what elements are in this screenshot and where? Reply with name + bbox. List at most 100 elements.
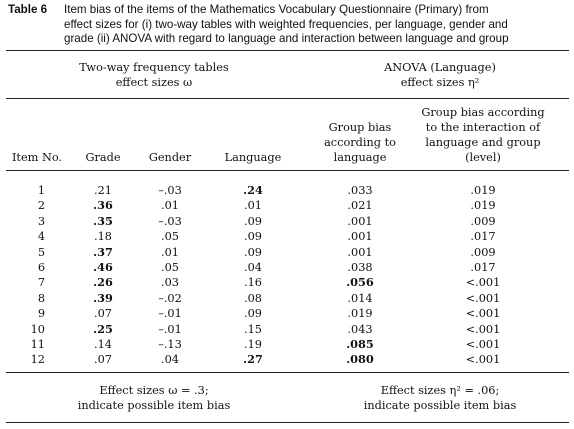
cell-group-bias-interaction: .009 <box>470 214 496 228</box>
cell-item: 1 <box>37 184 45 197</box>
caption-line: Item bias of the items of the Mathematic… <box>64 3 489 16</box>
cell-group-bias-language: .021 <box>347 199 373 213</box>
cell-gender: –.13 <box>158 338 182 351</box>
cell-group-bias-language: .019 <box>347 307 373 321</box>
cell-group-bias-language: .080 <box>346 352 374 367</box>
caption-line: grade (ii) ANOVA with regard to language… <box>64 32 509 46</box>
column-header-line: Group bias according <box>421 106 545 119</box>
column-header-language: Language <box>213 150 293 165</box>
column-header-line: language <box>333 151 387 164</box>
column-header-group-bias-language: Group bias according to language <box>300 120 420 165</box>
cell-group-bias-language: .038 <box>347 261 373 274</box>
footnote-line: indicate possible item bias <box>363 399 517 412</box>
cell-group-bias-interaction: <.001 <box>465 307 501 321</box>
cell-language: .01 <box>244 199 262 213</box>
cell-grade: .37 <box>93 244 113 259</box>
cell-group-bias-interaction: .017 <box>470 230 496 244</box>
footnote-line: indicate possible item bias <box>77 399 231 412</box>
cell-grade: .36 <box>93 198 113 213</box>
cell-group-bias-language: .001 <box>347 214 373 228</box>
cell-item: 3 <box>37 214 45 228</box>
column-header-grade: Grade <box>73 150 133 165</box>
cell-grade: .14 <box>94 338 112 351</box>
cell-item: 4 <box>37 230 45 244</box>
cell-group-bias-interaction: <.001 <box>465 338 501 351</box>
cell-grade: .21 <box>94 184 112 197</box>
column-header-line: language and group <box>425 136 541 149</box>
cell-gender: –.03 <box>158 184 182 197</box>
table-label: Table 6 <box>8 3 48 16</box>
cell-grade: .46 <box>93 260 113 274</box>
cell-group-bias-interaction: <.001 <box>465 276 501 290</box>
group-rule <box>6 98 569 99</box>
cell-group-bias-language: .014 <box>347 291 373 305</box>
column-header-line: according to <box>324 136 396 149</box>
cell-group-bias-interaction: <.001 <box>465 353 501 367</box>
cell-item: 10 <box>30 322 45 336</box>
cell-item: 11 <box>30 338 45 351</box>
cell-gender: .04 <box>161 353 179 367</box>
cell-gender: –.01 <box>158 322 182 336</box>
cell-grade: .07 <box>94 353 112 367</box>
cell-grade: .26 <box>93 275 113 290</box>
cell-language: .09 <box>244 230 262 244</box>
cell-group-bias-language: .043 <box>347 322 373 336</box>
cell-language: .09 <box>244 245 262 259</box>
caption-line: effect sizes for (i) two-way tables with… <box>64 17 508 31</box>
cell-item: 5 <box>37 245 45 259</box>
cell-grade: .18 <box>94 230 112 244</box>
cell-language: .24 <box>243 183 263 197</box>
cell-group-bias-interaction: <.001 <box>465 322 501 336</box>
cell-gender: –.02 <box>158 291 182 305</box>
column-header-line: Item No. <box>11 151 63 164</box>
top-rule <box>6 50 569 51</box>
cell-item: 8 <box>37 291 45 305</box>
cell-group-bias-language: .033 <box>347 184 373 197</box>
cell-grade: .39 <box>93 290 113 305</box>
cell-grade: .07 <box>94 307 112 321</box>
cell-group-bias-interaction: .019 <box>470 199 496 213</box>
group-header-frequency: Two-way frequency tables effect sizes ω <box>44 60 264 90</box>
column-header-item: Item No. <box>7 150 67 165</box>
footnote-eta: Effect sizes η² = .06; indicate possible… <box>330 383 550 413</box>
group-header-line: effect sizes η² <box>400 76 480 89</box>
group-header-line: effect sizes ω <box>115 76 193 89</box>
cell-item: 7 <box>37 276 45 290</box>
cell-group-bias-interaction: .009 <box>470 245 496 259</box>
cell-group-bias-interaction: <.001 <box>465 291 501 305</box>
cell-group-bias-language: .001 <box>347 230 373 244</box>
column-header-line: Gender <box>148 151 192 164</box>
cell-group-bias-language: .001 <box>347 245 373 259</box>
cell-item: 12 <box>30 353 45 367</box>
cell-group-bias-language: .085 <box>346 337 374 351</box>
cell-gender: –.01 <box>158 307 182 321</box>
cell-item: 2 <box>37 199 45 213</box>
cell-gender: .03 <box>161 276 179 290</box>
caption-text: Item bias of the items of the Mathematic… <box>64 3 568 47</box>
cell-group-bias-interaction: .019 <box>470 184 496 197</box>
footnote-line: Effect sizes η² = .06; <box>380 384 500 397</box>
cell-language: .09 <box>244 214 262 228</box>
column-header-line: to the interaction of <box>425 121 541 134</box>
cell-item: 6 <box>37 261 45 274</box>
footnote-line: Effect sizes ω = .3; <box>99 384 209 397</box>
cell-language: .16 <box>244 276 262 290</box>
cell-grade: .35 <box>93 213 113 228</box>
cell-language: .04 <box>244 261 262 274</box>
header-rule <box>6 170 569 171</box>
column-header-group-bias-interaction: Group bias according to the interaction o… <box>408 105 558 165</box>
cell-gender: .05 <box>161 230 179 244</box>
cell-language: .19 <box>244 338 262 351</box>
cell-language: .15 <box>244 322 262 336</box>
cell-group-bias-interaction: .017 <box>470 261 496 274</box>
column-header-line: Grade <box>85 151 121 164</box>
cell-language: .08 <box>244 291 262 305</box>
cell-language: .09 <box>244 307 262 321</box>
group-header-line: ANOVA (Language) <box>384 61 496 74</box>
cell-gender: .01 <box>161 199 179 213</box>
cell-gender: .01 <box>161 245 179 259</box>
bottom-rule <box>6 422 569 423</box>
column-header-line: Group bias <box>328 121 392 134</box>
cell-item: 9 <box>37 307 45 321</box>
cell-group-bias-language: .056 <box>346 275 374 290</box>
